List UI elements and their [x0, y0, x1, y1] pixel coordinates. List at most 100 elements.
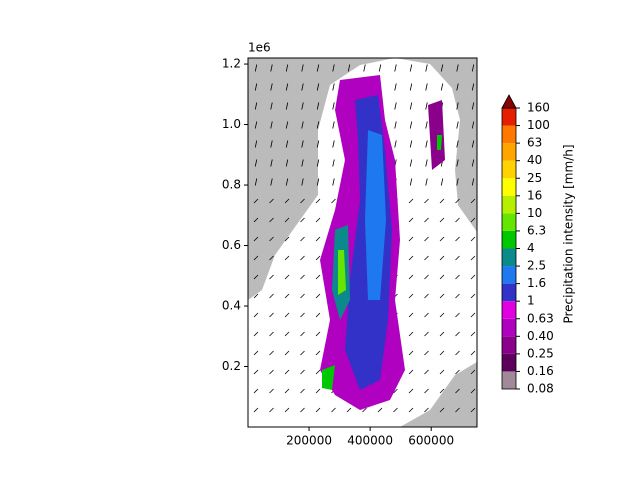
wind-arrow	[456, 159, 459, 167]
wind-arrow	[254, 159, 258, 167]
wind-arrow	[254, 178, 258, 186]
wind-arrow	[471, 121, 475, 129]
wind-arrow	[315, 255, 321, 261]
wind-arrow	[393, 388, 398, 394]
y-tick-label: 0.8	[222, 178, 241, 192]
wind-arrow	[471, 102, 475, 110]
wind-arrow	[470, 388, 476, 394]
wind-arrow	[455, 198, 460, 204]
x-tick-label: 600000	[408, 434, 454, 448]
wind-arrow	[332, 140, 335, 148]
wind-arrow	[439, 388, 445, 394]
wind-arrow	[300, 217, 305, 223]
wind-arrow	[300, 255, 305, 261]
wind-arrow	[470, 369, 476, 375]
wind-arrow	[300, 407, 305, 413]
colorbar-tick-label: 10	[527, 206, 542, 220]
colorbar-segment	[502, 318, 516, 337]
wind-arrow	[378, 64, 382, 72]
wind-arrow	[408, 217, 414, 223]
precipitation-field	[320, 75, 445, 410]
wind-arrow	[315, 217, 321, 223]
wind-arrow	[300, 236, 305, 242]
wind-arrow	[300, 312, 305, 318]
wind-arrow	[270, 121, 273, 129]
wind-arrow	[285, 64, 289, 72]
wind-arrow	[425, 159, 428, 167]
wind-arrow	[409, 140, 413, 148]
wind-arrow	[408, 369, 414, 375]
wind-arrow	[408, 236, 414, 242]
wind-arrow	[424, 312, 429, 318]
wind-arrow	[409, 178, 413, 186]
wind-arrow	[471, 64, 475, 72]
wind-arrow	[315, 274, 321, 280]
wind-arrow	[440, 178, 444, 186]
wind-arrow	[471, 159, 475, 167]
wind-arrow	[455, 407, 460, 413]
wind-arrow	[439, 350, 445, 356]
wind-arrow	[254, 121, 258, 129]
wind-arrow	[301, 159, 304, 167]
wind-arrow	[269, 331, 274, 337]
wind-arrow	[269, 293, 274, 299]
wind-arrow	[408, 388, 414, 394]
wind-arrow	[332, 121, 335, 129]
wind-arrow	[269, 236, 274, 242]
colorbar-tick-label: 4	[527, 241, 535, 255]
wind-arrow	[315, 369, 321, 375]
wind-arrow	[425, 64, 428, 72]
wind-arrow	[394, 140, 397, 148]
y-tick-label: 0.2	[222, 359, 241, 373]
wind-arrow	[269, 312, 274, 318]
wind-arrow	[332, 102, 335, 110]
wind-arrow	[253, 236, 259, 242]
colorbar-tick-label: 1	[527, 294, 535, 308]
wind-arrow	[284, 255, 290, 261]
colorbar-segment	[502, 266, 516, 284]
wind-arrow	[424, 236, 429, 242]
y-tick-label: 1.0	[222, 117, 241, 131]
wind-arrow	[253, 331, 259, 337]
wind-arrow	[470, 293, 476, 299]
wind-arrow	[300, 350, 305, 356]
wind-arrow	[439, 236, 445, 242]
wind-arrow	[439, 217, 445, 223]
wind-arrow	[269, 350, 274, 356]
wind-arrow	[253, 217, 259, 223]
wind-arrow	[332, 83, 335, 91]
colorbar-segment	[502, 108, 516, 126]
wind-arrow	[408, 255, 414, 261]
wind-arrow	[285, 159, 289, 167]
colorbar-tick-label: 6.3	[527, 223, 546, 237]
wind-arrow	[455, 369, 460, 375]
wind-arrow	[456, 140, 459, 148]
colorbar-segment	[502, 336, 516, 354]
wind-arrow	[408, 407, 414, 413]
wind-arrow	[316, 140, 320, 148]
wind-arrow	[456, 64, 459, 72]
wind-arrow	[315, 198, 321, 204]
colorbar-tick-label: 0.25	[527, 346, 554, 360]
wind-arrow	[300, 388, 305, 394]
wind-arrow	[270, 159, 273, 167]
colorbar-segment	[502, 213, 516, 231]
colorbar-tick-label: 2.5	[527, 259, 546, 273]
wind-arrow	[408, 312, 414, 318]
wind-arrow	[439, 407, 445, 413]
colorbar-segment	[502, 160, 516, 179]
wind-arrow	[394, 83, 397, 91]
x-tick-label: 400000	[347, 434, 393, 448]
wind-arrow	[269, 388, 274, 394]
colorbar-tick-label: 40	[527, 153, 542, 167]
wind-arrow	[456, 121, 459, 129]
colorbar-tick-label: 0.08	[527, 382, 554, 396]
wind-arrow	[270, 64, 273, 72]
colorbar-segment	[502, 143, 516, 161]
wind-arrow	[470, 350, 476, 356]
wind-arrow	[284, 198, 290, 204]
wind-arrow	[470, 274, 476, 280]
wind-arrow	[270, 178, 273, 186]
wind-arrow	[253, 255, 259, 261]
wind-arrow	[315, 293, 321, 299]
